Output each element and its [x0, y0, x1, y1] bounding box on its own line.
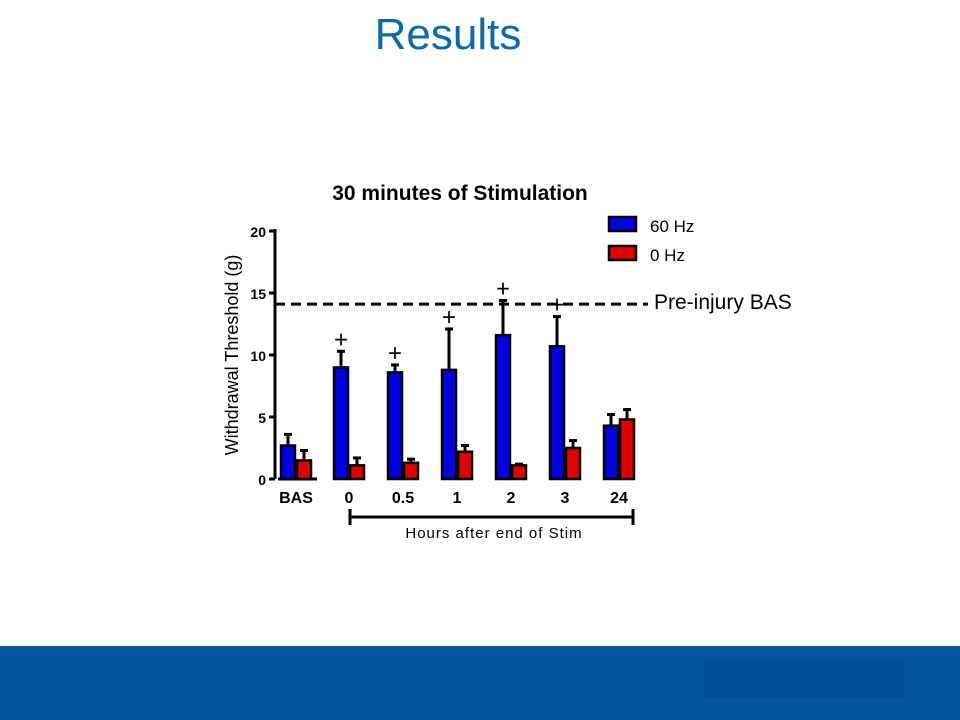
bar-0hz	[564, 446, 582, 481]
x-tick-label: BAS	[279, 490, 313, 507]
bar-60hz	[548, 345, 566, 481]
x-axis-label: Hours after end of Stim	[405, 525, 582, 542]
footer-bar	[0, 646, 960, 720]
x-tick-label: 2	[507, 490, 516, 507]
bar-0hz	[510, 464, 528, 481]
x-tick-label: 3	[561, 490, 570, 507]
bar-60hz	[332, 366, 350, 481]
x-tick-label: 24	[610, 490, 628, 507]
bar-0hz	[618, 418, 636, 481]
y-tick-label: 5	[258, 410, 266, 426]
slide-title: Results	[374, 10, 522, 59]
reference-line-label: Pre-injury BAS	[654, 291, 792, 314]
y-tick-label: 10	[250, 348, 266, 364]
x-tick-label: 1	[453, 490, 462, 507]
bar-60hz	[494, 333, 512, 481]
bar-60hz	[440, 368, 458, 481]
x-tick-label: 0.5	[392, 490, 414, 507]
bar-0hz	[456, 450, 474, 481]
bar-0hz	[402, 461, 420, 481]
chart-title: 30 minutes of Stimulation	[332, 182, 588, 205]
y-axis-label: Withdrawal Threshold (g)	[222, 255, 242, 456]
y-tick-label: 15	[250, 286, 266, 302]
y-tick-label: 20	[250, 224, 266, 240]
y-tick-label: 0	[258, 472, 266, 488]
significance-marker: +	[388, 340, 402, 367]
legend-label-0hz: 0 Hz	[650, 246, 685, 265]
x-tick-label: 0	[345, 490, 354, 507]
bar-60hz	[602, 424, 620, 481]
footer-logo-placeholder	[704, 660, 904, 698]
bar-60hz	[386, 371, 404, 481]
bar-0hz	[295, 459, 313, 481]
significance-marker: +	[550, 292, 564, 319]
bar-0hz	[348, 464, 366, 481]
legend-swatch-0hz	[607, 244, 638, 262]
significance-marker: +	[496, 275, 510, 302]
significance-marker: +	[334, 326, 348, 353]
significance-marker: +	[442, 304, 456, 331]
legend-label-60hz: 60 Hz	[650, 217, 694, 236]
bar-60hz	[279, 444, 297, 481]
legend-swatch-60hz	[607, 215, 638, 233]
